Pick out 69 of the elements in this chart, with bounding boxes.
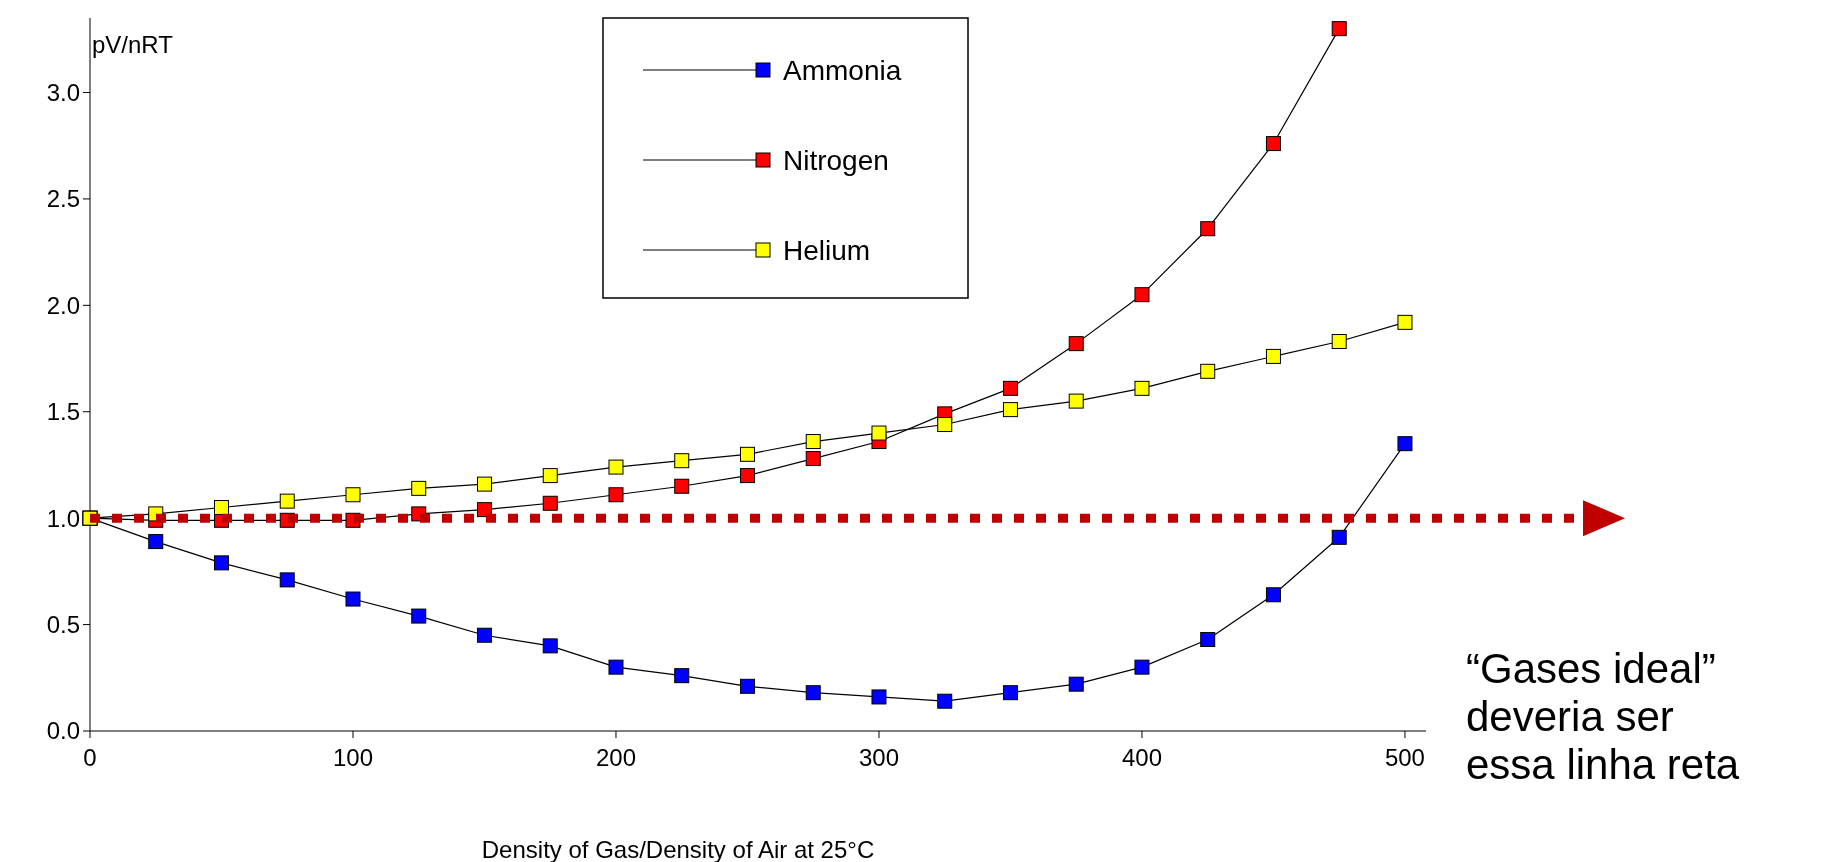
y-tick-label: 0.5 [46,610,80,638]
point [674,453,690,469]
point [1265,136,1281,152]
y-tick-label: 0.0 [46,717,80,745]
point [805,451,821,467]
point [1068,393,1084,409]
x-tick-label: 400 [1121,744,1162,771]
point [674,478,690,494]
point [871,689,887,705]
point [1397,436,1413,452]
point [1134,659,1150,675]
point [937,693,953,709]
point [1002,402,1018,418]
point [476,627,492,643]
x-tick-label: 200 [595,744,637,771]
point [542,495,558,511]
point [1265,348,1281,364]
point [542,638,558,654]
point [608,459,624,475]
point [411,608,427,624]
y-tick-label: 3.0 [46,78,80,106]
x-tick-label: 300 [858,744,899,771]
point [739,468,755,484]
point [542,468,558,484]
point [1331,334,1347,350]
point [411,480,427,496]
point [279,572,295,588]
y-tick-label: 1.0 [46,504,80,532]
point [1397,314,1413,330]
point [805,685,821,701]
point [1002,380,1018,396]
point [871,425,887,441]
point [1134,380,1150,396]
legend-label: Ammonia [783,54,902,86]
point [608,659,624,675]
point [1200,363,1216,379]
point [1134,287,1150,303]
x-tick-label: 0 [83,744,97,771]
point [674,668,690,684]
point [1200,221,1216,237]
x-tick-label: 500 [1384,744,1425,771]
y-tick-label: 2.5 [46,185,80,213]
legend-label: Nitrogen [783,144,889,176]
point [345,591,361,607]
point [739,446,755,462]
point [476,502,492,518]
point [1002,685,1018,701]
point [148,534,164,550]
y-tick-label: 2.0 [46,291,80,319]
point [214,500,229,516]
point [805,434,821,450]
point [1331,529,1347,545]
point [279,493,295,509]
point [476,476,492,492]
point [1068,676,1084,692]
point [1265,587,1281,603]
legend-label: Helium [783,234,871,266]
x-tick-label: 100 [332,744,374,771]
point [937,417,953,433]
text: “Gases ideal” deveria ser essa linha reta [1466,645,1740,789]
point [1200,631,1216,647]
y-tick-label: 1.5 [46,398,80,426]
point [345,487,361,503]
point [1331,21,1347,37]
y-axis-title: pV/nRT [92,31,174,58]
point [608,487,624,503]
point [739,678,755,694]
point [214,555,229,571]
point [1068,336,1084,352]
